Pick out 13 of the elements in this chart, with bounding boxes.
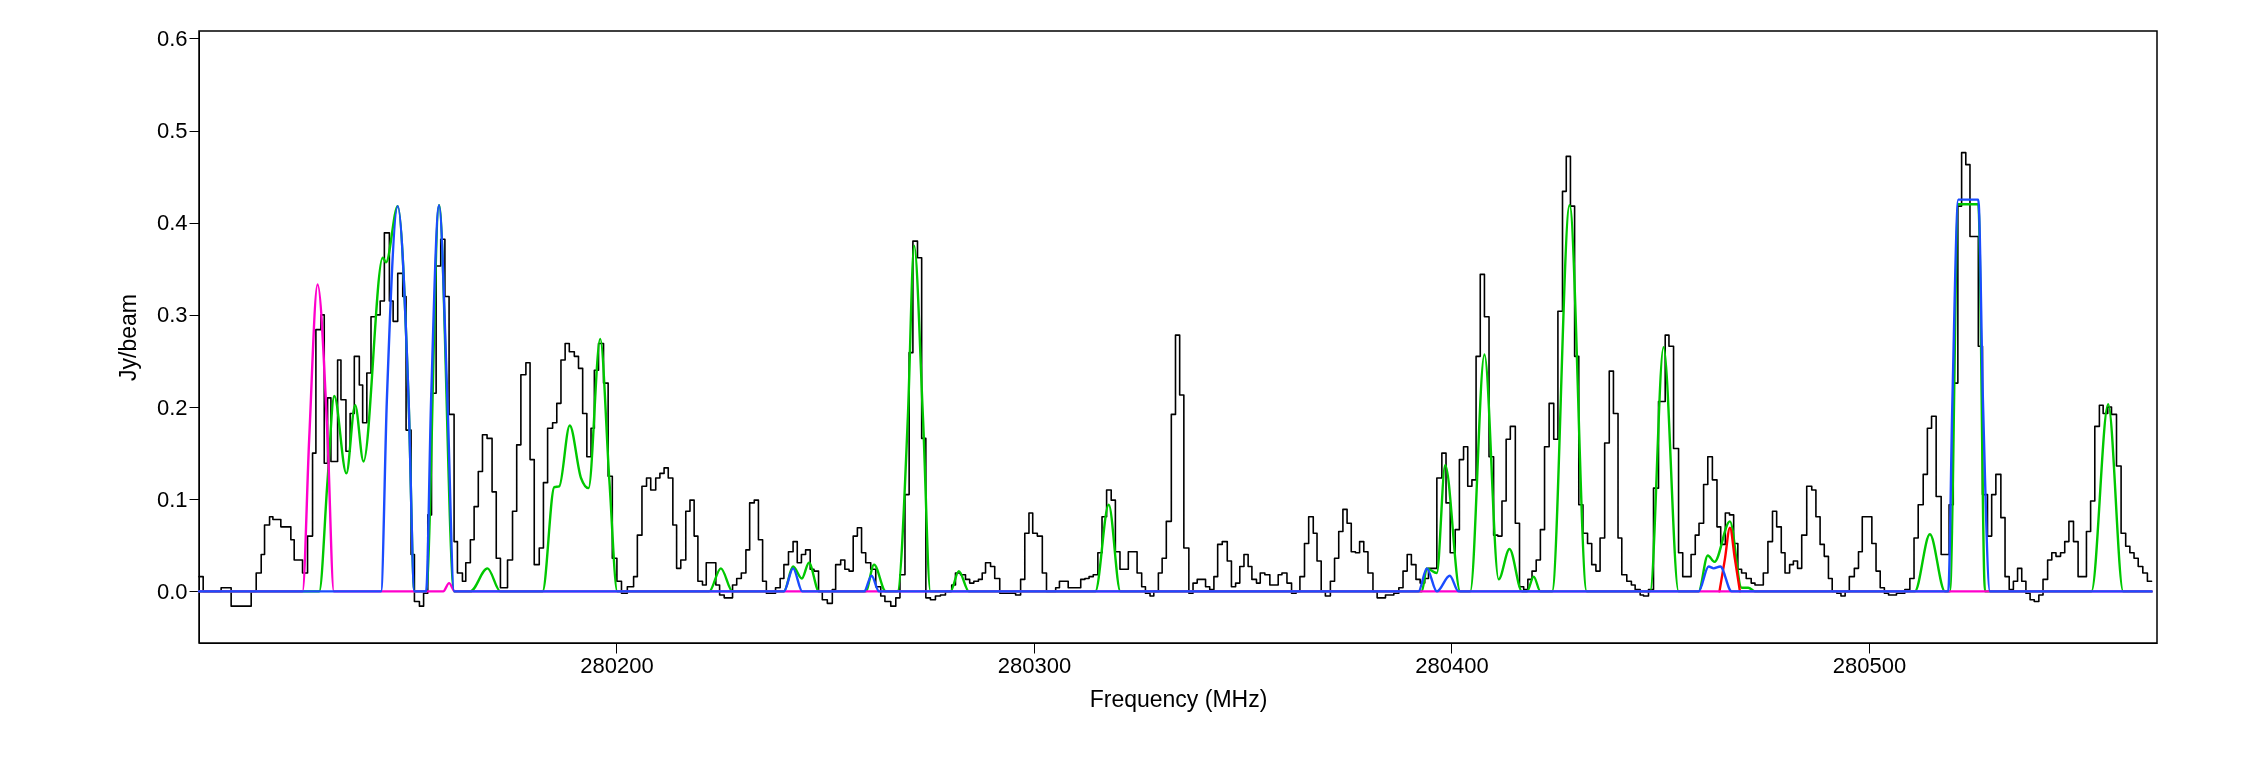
y-tick-label: 0.0 (156, 578, 188, 604)
y-tick-label: 0.3 (156, 302, 188, 328)
x-axis-title: Frequency (MHz) (1089, 685, 1268, 712)
y-tick-label: 0.4 (156, 210, 188, 236)
x-tick-label: 280200 (580, 652, 654, 678)
y-tick-label: 0.6 (156, 25, 188, 51)
x-tick-label: 280400 (1415, 652, 1489, 678)
y-tick-label: 0.1 (156, 486, 188, 512)
y-tick-label: 0.5 (156, 118, 188, 144)
x-tick-label: 280300 (997, 652, 1072, 678)
x-tick-label: 280500 (1832, 652, 1907, 678)
y-tick-label: 0.2 (156, 394, 188, 420)
y-axis-title: Jy/beam (114, 294, 141, 381)
